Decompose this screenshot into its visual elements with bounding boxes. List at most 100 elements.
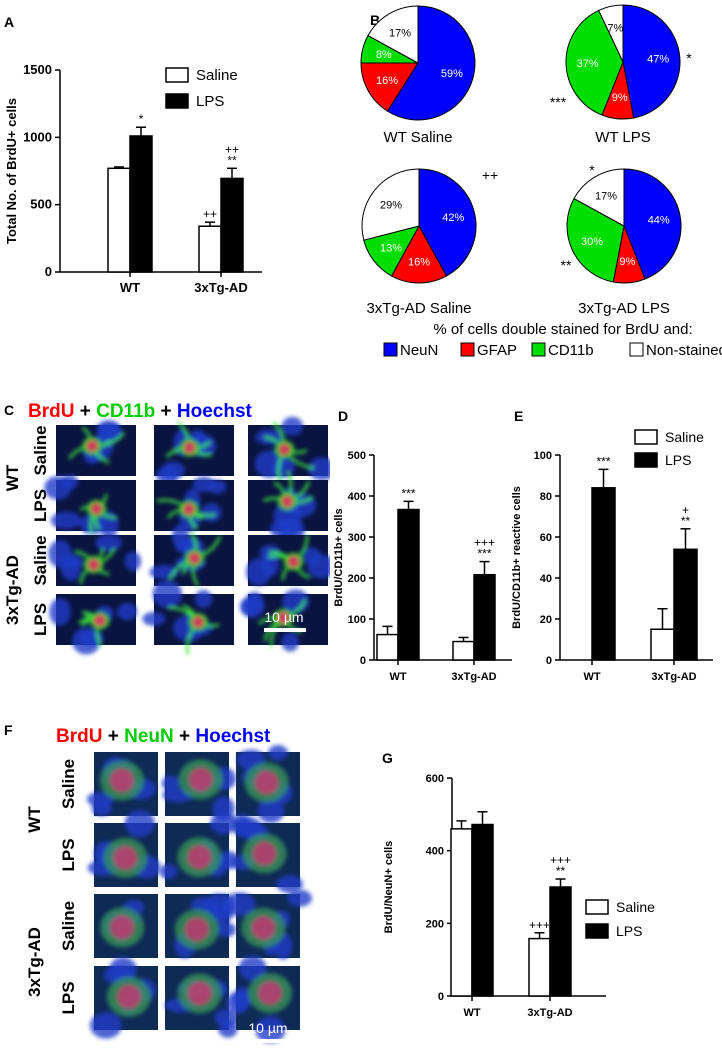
chart-a-ytick-label: 1000 [23,129,52,144]
chart-g-legend-swatch [585,899,609,915]
micrograph-panel-c: BrdU + CD11b + Hoechst Saline LPS Saline LPS… [3,401,330,655]
chart-a-ytick-label: 1500 [23,62,52,77]
micrograph-c-tile [246,535,330,586]
chart-e-bar [673,548,698,661]
chart-a-legend-swatch [165,67,189,83]
pie-title: WT LPS [595,129,651,146]
chart-a-ylabel: Total No. of BrdU+ cells [4,98,19,244]
micrograph-c-title-brdu: BrdU [28,401,74,422]
chart-d-ytick-label: 400 [348,491,366,503]
micrograph-c-tile [48,534,142,586]
pie-slice-label: 9% [619,256,635,268]
chart-a: Total No. of BrdU+ cells 0 500 1000 1500 WT * 3… [4,62,262,295]
pie-slice-label: 17% [595,191,617,203]
chart-e-annotation: ** [681,514,691,528]
chart-d-ylabel: BrdU/CD11b+ cells [333,508,345,606]
chart-a-annotation: ** [227,153,237,167]
micrograph-f-row-label: LPS [59,981,78,1014]
chart-g-annotation: ** [556,864,566,878]
micrograph-c-tile [154,476,234,532]
micrograph-f-title-plus2: + [174,726,196,747]
pie-slice [622,4,681,119]
chart-d-bar [397,508,420,661]
pie-title: 3xTg-AD Saline [366,300,471,317]
pie-significance: * [589,162,595,178]
chart-e-bar [650,628,675,661]
chart-a-bar [107,167,131,273]
pie-slice-label: 17% [389,28,411,40]
micrograph-f-tile [164,966,240,1038]
micrograph-f-tile [94,894,158,958]
pie-slice-label: 30% [581,236,603,248]
chart-a-xtick-label: 3xTg-AD [194,280,247,295]
chart-a-annotation: ++ [225,142,239,156]
micrograph-c-title-plus1: + [74,401,96,422]
micrograph-f-title-brdu: BrdU [56,726,102,747]
micrograph-f-tile [226,955,300,1043]
pie-slice [623,168,682,280]
chart-e-bar [591,487,616,661]
chart-d: BrdU/CD11b+ cells 0 100 200 300 400 500 WT *** 3x… [333,450,512,683]
chart-e-annotation: + [682,503,689,517]
pie-slice-label: 59% [441,68,463,80]
chart-g-ytick-label: 200 [426,918,444,930]
micrograph-f-tile [89,956,158,1039]
micrograph-c-tile [44,474,136,538]
pie-slice [386,5,476,121]
chart-g-ytick-label: 400 [426,846,444,858]
micrograph-f-tile [230,813,303,893]
chart-e-ylabel: BrdU/CD11b+ reactive cells [511,486,523,629]
micrograph-c-scale-bar [264,628,306,632]
pie-title: 3xTg-AD LPS [578,300,670,317]
pie-title: WT Saline [384,129,453,146]
chart-g-bar [450,828,473,997]
chart-e-xtick-label: 3xTg-AD [651,671,696,683]
panel-label-f: F [4,722,13,738]
micrograph-f-group-label: 3xTg-AD [25,927,44,997]
chart-g-ytick-label: 0 [438,991,444,1003]
chart-d-bar [473,573,496,661]
chart-g: BrdU/NeuN+ cells 0 200 400 600 WT 3xTg-AD +++ ++… [383,773,655,1019]
micrograph-c-tile [154,421,234,484]
pie-slice-label: 44% [648,214,670,226]
chart-a-legend-label: Saline [196,67,238,84]
micrograph-f-tile [86,752,158,817]
micrograph-panel-f: BrdU + NeuN + Hoechst Saline LPS Saline LPS W… [25,726,312,1043]
pie-slice [367,5,419,64]
chart-d-xtick-label: WT [389,671,406,683]
chart-d-xtick-label: 3xTg-AD [451,671,496,683]
micrograph-f-scale-bar [248,1039,290,1043]
chart-e-ytick-label: 20 [540,614,552,626]
pie-slice [361,168,420,241]
chart-a-bar [129,135,153,273]
pie-significance: ** [561,257,572,273]
chart-d-ytick-label: 500 [348,450,366,462]
chart-d-ytick-label: 300 [348,532,366,544]
micrograph-c-tile [142,580,234,655]
chart-d-ytick-label: 200 [348,573,366,585]
pie-legend-swatch [460,342,475,357]
chart-d-annotation: +++ [474,536,495,550]
micrograph-c-row-label: LPS [31,489,50,522]
chart-g-ylabel: BrdU/NeuN+ cells [383,841,395,934]
micrograph-f-row-label: Saline [59,901,78,951]
chart-d-annotation: *** [477,547,491,561]
chart-e-ytick-label: 80 [540,491,552,503]
chart-g-xtick-label: 3xTg-AD [527,1007,572,1019]
pie-slice [566,197,625,283]
chart-g-legend-label: Saline [616,899,655,915]
chart-a-annotation: * [139,112,144,126]
micrograph-c-title: BrdU + CD11b + Hoechst [28,401,253,422]
pie-slice-label: 37% [577,58,599,70]
chart-a-bar [198,225,222,273]
micrograph-c-row-label: Saline [31,425,50,475]
micrograph-c-row-label: Saline [31,535,50,585]
pie-slice-label: 47% [647,54,669,66]
chart-d-annotation: *** [401,486,415,500]
panel-label-e: E [514,408,524,424]
chart-e-legend-swatch [634,452,658,468]
pie-slice-label: 13% [380,243,402,255]
pie-slice [418,168,477,277]
pie-legend-title: % of cells double stained for BrdU and: [433,321,692,338]
chart-e-ytick-label: 60 [540,532,552,544]
